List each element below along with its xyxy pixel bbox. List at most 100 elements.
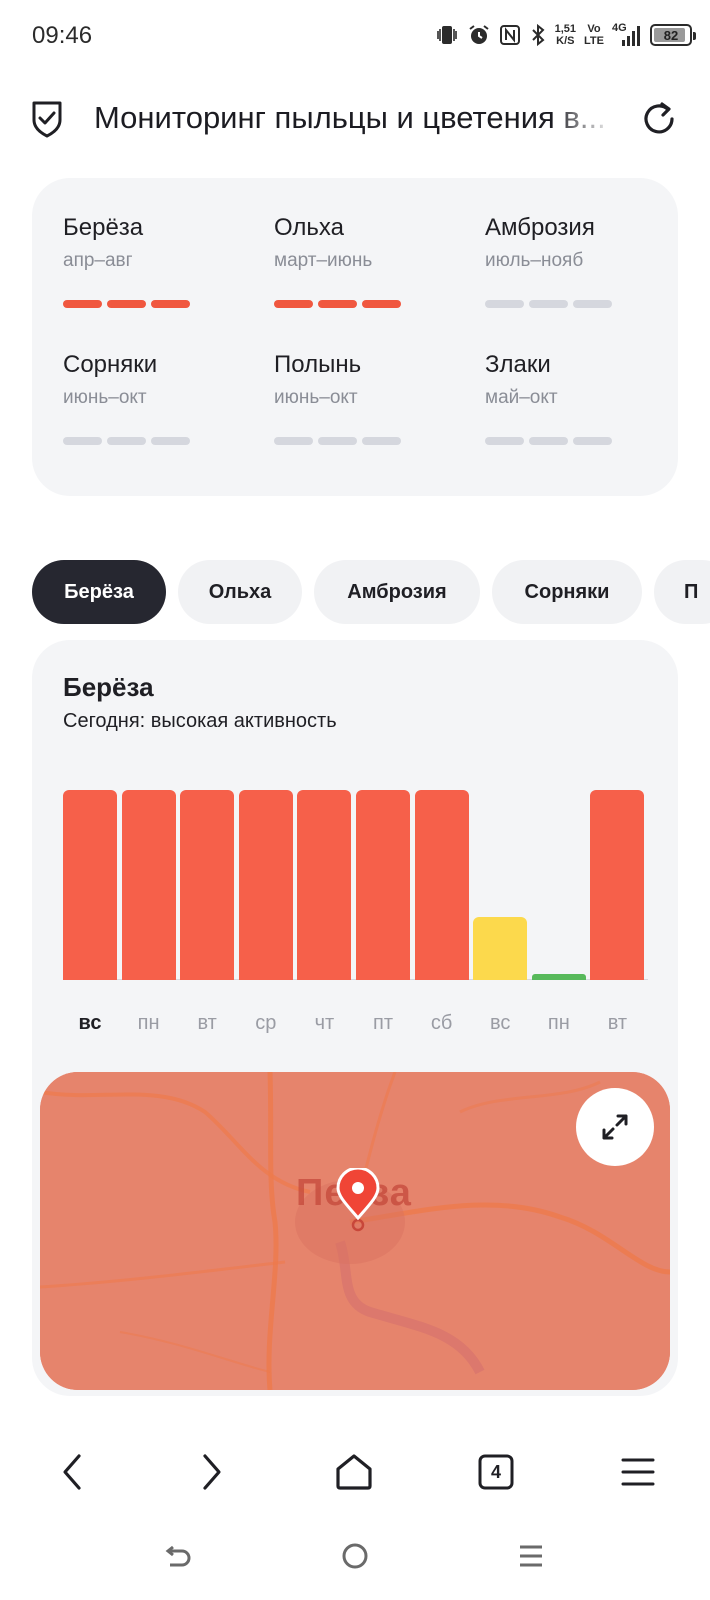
season-range: июль–нояб (485, 250, 584, 271)
status-bar: 09:46 1,51 K/S Vo LTE 4G 82 (0, 0, 710, 76)
chart-day-label: ср (255, 1012, 277, 1034)
network-speed: 1,51 K/S (555, 23, 576, 47)
chart-day-label: вс (78, 1012, 102, 1034)
tabs-count: 4 (490, 1461, 501, 1482)
chart-day-label: пн (137, 1012, 160, 1034)
tab-chip[interactable]: Берёза (32, 560, 166, 624)
season-level-segment (63, 437, 102, 445)
season-item: Берёза апр–авг (63, 214, 263, 334)
season-item: Амброзия июль–нояб (485, 214, 685, 334)
chart-bar[interactable] (531, 974, 586, 980)
season-level-segment (573, 300, 612, 308)
season-level-bars (63, 437, 190, 445)
season-item: Полынь июнь–окт (274, 351, 474, 471)
speed-value: 1,51 (554, 23, 577, 35)
season-level-segment (151, 437, 190, 445)
chart-bar[interactable] (590, 790, 645, 980)
map-background (40, 1072, 670, 1390)
expand-map-button[interactable] (576, 1088, 654, 1166)
season-level-bars (274, 300, 401, 308)
activity-chart (63, 790, 648, 980)
tabs-button[interactable]: 4 (468, 1446, 524, 1498)
season-level-segment (529, 300, 568, 308)
season-name: Сорняки (63, 351, 158, 378)
season-name: Ольха (274, 214, 344, 241)
status-time: 09:46 (32, 22, 93, 49)
chart-bar[interactable] (297, 790, 352, 980)
chart-bar[interactable] (356, 790, 410, 980)
chart-card: Берёза Сегодня: высокая активность вс пн в… (32, 640, 678, 1396)
allergen-tabs: Берёза Ольха Амброзия Сорняки П (32, 560, 710, 624)
system-back-icon (165, 1545, 191, 1567)
season-level-segment (274, 437, 313, 445)
season-level-segment (485, 437, 524, 445)
system-menu-button[interactable] (506, 1534, 556, 1578)
season-item: Сорняки июнь–окт (63, 351, 263, 471)
chart-day-label: вт (607, 1012, 628, 1034)
season-level-segment (529, 437, 568, 445)
tab-chip[interactable]: Амброзия (314, 560, 480, 624)
system-nav (0, 1528, 710, 1588)
season-level-segment (107, 300, 146, 308)
speed-unit: K/S (556, 35, 575, 47)
location-pin-icon (336, 1168, 380, 1232)
season-level-segment (362, 437, 401, 445)
signal-icon: 4G (612, 22, 642, 48)
tabs-icon (478, 1454, 514, 1490)
chart-day-label: чт (314, 1012, 335, 1034)
season-range: апр–авг (63, 250, 133, 271)
page-title: Мониторинг пыльцы и цветения в... (94, 100, 606, 135)
season-card: Берёза апр–авг Ольха март–июнь Амброзия июль–… (32, 178, 678, 496)
season-level-segment (318, 300, 357, 308)
menu-button[interactable] (610, 1446, 666, 1498)
menu-icon (621, 1458, 655, 1486)
season-name: Амброзия (485, 214, 595, 241)
browser-nav: 4 (0, 1436, 710, 1508)
tab-chip[interactable]: П (654, 560, 710, 624)
season-level-segment (485, 300, 524, 308)
alarm-icon (469, 25, 489, 44)
system-back-button[interactable] (152, 1534, 202, 1578)
system-menu-icon (520, 1545, 542, 1567)
chart-bar[interactable] (414, 790, 469, 980)
chart-day-label: вс (489, 1012, 511, 1034)
season-level-segment (63, 300, 102, 308)
vibrate-icon (436, 26, 457, 44)
forward-button[interactable] (184, 1446, 240, 1498)
season-level-segment (274, 300, 313, 308)
tab-chip[interactable]: Ольха (178, 560, 302, 624)
chart-bar[interactable] (473, 917, 528, 980)
season-level-bars (274, 437, 401, 445)
chart-day-label: пн (547, 1012, 570, 1034)
home-icon (336, 1454, 372, 1490)
chart-bar[interactable] (180, 790, 235, 980)
season-item: Злаки май–окт (485, 351, 685, 471)
season-item: Ольха март–июнь (274, 214, 474, 334)
system-home-button[interactable] (330, 1534, 380, 1578)
home-button[interactable] (326, 1446, 382, 1498)
forward-icon (203, 1454, 221, 1490)
season-level-segment (318, 437, 357, 445)
back-icon (63, 1454, 81, 1490)
chart-bar[interactable] (63, 790, 117, 980)
season-name: Злаки (485, 351, 551, 378)
refresh-icon[interactable] (638, 98, 680, 140)
battery-icon: 82 (650, 24, 696, 46)
tab-chip[interactable]: Сорняки (492, 560, 642, 624)
season-level-bars (63, 300, 190, 308)
chart-subtitle: Сегодня: высокая активность (63, 710, 337, 732)
season-level-segment (573, 437, 612, 445)
status-icons: 1,51 K/S Vo LTE 4G 82 (435, 22, 696, 48)
shield-check-icon[interactable] (28, 98, 66, 138)
season-level-bars (485, 437, 612, 445)
network-type: 4G (612, 22, 627, 34)
chart-day-label: вт (197, 1012, 217, 1034)
volte-indicator: Vo LTE (584, 23, 604, 47)
chart-bar[interactable] (238, 790, 293, 980)
pollen-map[interactable]: Пенза (40, 1072, 670, 1390)
battery-level: 82 (663, 27, 679, 43)
chart-bar[interactable] (121, 790, 176, 980)
expand-icon (602, 1114, 628, 1140)
back-button[interactable] (44, 1446, 100, 1498)
header: Мониторинг пыльцы и цветения в... (0, 88, 710, 150)
